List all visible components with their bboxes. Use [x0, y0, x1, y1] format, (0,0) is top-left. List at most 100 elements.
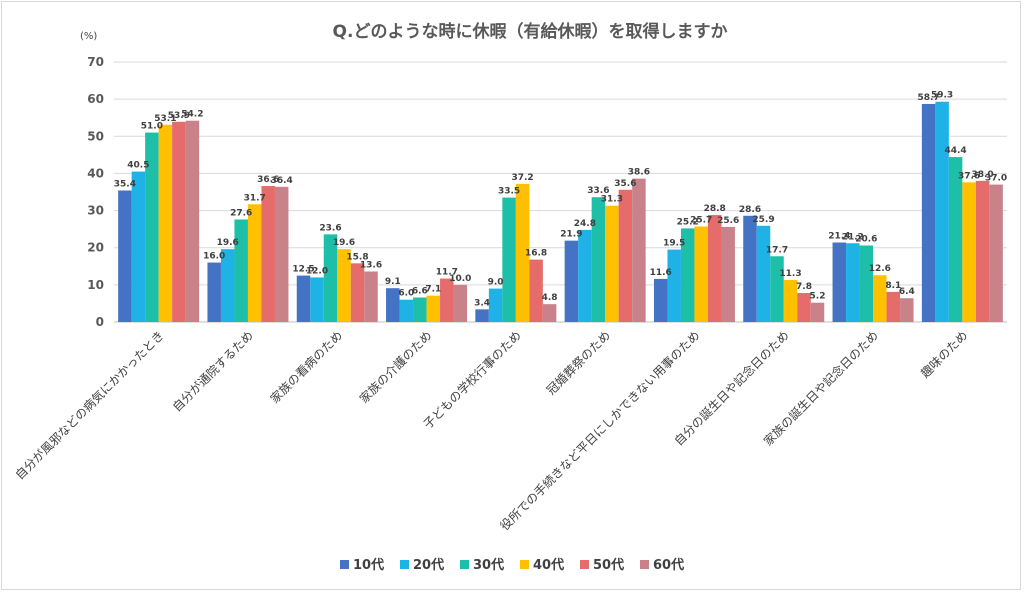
bar — [158, 124, 173, 323]
bar — [948, 157, 963, 322]
legend: 10代 20代 30代 40代 50代 60代 — [340, 557, 684, 573]
data-label: 7.8 — [796, 282, 812, 292]
data-labels: 35.4 16.0 12.5 9.1 3.4 21.9 11.6 28.6 21.4 58.7 40… — [114, 91, 1007, 309]
bar — [756, 225, 771, 322]
bar — [475, 309, 489, 322]
legend-label: 30代 — [473, 557, 504, 573]
bar — [350, 263, 365, 322]
y-tick-label: 10 — [87, 278, 104, 292]
data-label: 38.6 — [628, 168, 650, 178]
legend-label: 10代 — [353, 557, 384, 573]
data-label: 53.1 — [154, 114, 176, 124]
bar — [413, 297, 427, 322]
y-axis-ticks: 0 10 20 30 40 50 60 70 — [87, 55, 104, 329]
data-label: 35.6 — [614, 179, 636, 189]
bar — [832, 242, 847, 322]
bar — [846, 243, 860, 322]
bar — [310, 277, 324, 322]
bar — [234, 219, 248, 322]
data-label: 12.6 — [869, 264, 891, 274]
bar — [564, 240, 579, 322]
x-axis-ticks: 自分が風邪などの病気にかかったとき 自分が通院するため 家族の看病のため 家族の介護の… — [12, 328, 971, 534]
data-label: 21.2 — [842, 232, 864, 242]
data-label: 35.4 — [114, 180, 136, 190]
data-label: 19.5 — [663, 239, 685, 249]
data-label: 20.6 — [855, 234, 877, 244]
bar — [743, 215, 757, 322]
bar — [131, 171, 146, 322]
bar — [859, 245, 874, 322]
bar — [515, 183, 530, 322]
data-label: 25.9 — [752, 215, 774, 225]
data-label: 6.4 — [899, 287, 915, 297]
data-label: 44.4 — [944, 146, 966, 156]
bar — [529, 259, 543, 322]
bar — [721, 226, 735, 322]
legend-swatch — [460, 560, 469, 569]
data-label: 8.1 — [885, 281, 901, 291]
data-label: 11.3 — [779, 269, 801, 279]
bar — [667, 249, 681, 322]
bar — [975, 180, 990, 322]
data-label: 11.6 — [650, 268, 672, 278]
x-tick-label: 冠婚葬祭のため — [544, 328, 613, 397]
x-tick-label: 自分が風邪などの病気にかかったとき — [12, 328, 167, 483]
data-label: 12.5 — [292, 265, 314, 275]
data-label: 19.6 — [217, 238, 239, 248]
bar — [220, 249, 235, 322]
legend-swatch — [400, 560, 409, 569]
y-tick-label: 0 — [96, 315, 104, 329]
data-label: 24.8 — [574, 219, 596, 229]
y-tick-label: 50 — [87, 129, 104, 143]
bar — [172, 121, 186, 322]
data-label: 16.8 — [525, 249, 547, 259]
data-label: 27.6 — [230, 208, 252, 218]
data-label: 7.1 — [425, 285, 441, 295]
legend-swatch — [640, 560, 649, 569]
legend-swatch — [520, 560, 529, 569]
bar — [989, 184, 1003, 322]
bar — [247, 204, 262, 322]
bar — [502, 197, 516, 322]
data-label: 38.0 — [971, 170, 993, 180]
y-unit-label: (%) — [80, 31, 97, 42]
data-label: 4.8 — [542, 293, 558, 303]
bar — [935, 101, 949, 322]
legend-label: 40代 — [533, 557, 564, 573]
x-tick-label: 趣味のため — [917, 328, 970, 381]
y-tick-label: 60 — [87, 92, 104, 106]
bar — [680, 228, 695, 322]
bar — [542, 304, 557, 322]
data-label: 9.1 — [385, 277, 401, 287]
y-tick-label: 40 — [87, 166, 104, 180]
data-label: 37.6 — [958, 171, 980, 181]
data-label: 6.6 — [412, 286, 428, 296]
data-label: 12.0 — [306, 266, 328, 276]
legend-label: 50代 — [593, 557, 624, 573]
x-tick-label: 役所での手続きなど平日にしかできない用事のため — [497, 328, 703, 534]
data-label: 28.8 — [704, 204, 726, 214]
bar — [185, 120, 200, 322]
data-label: 6.0 — [398, 289, 414, 299]
bar — [386, 288, 400, 322]
bar — [118, 190, 132, 322]
bar — [274, 186, 289, 322]
legend-swatch — [340, 560, 349, 569]
data-label: 37.2 — [511, 173, 533, 183]
bar — [618, 189, 633, 322]
data-label: 13.6 — [360, 260, 382, 270]
data-label: 23.6 — [319, 223, 341, 233]
data-label: 36.6 — [257, 175, 279, 185]
bar — [770, 256, 784, 322]
data-label: 5.2 — [810, 292, 826, 302]
bar — [797, 293, 811, 322]
data-label: 10.0 — [449, 274, 471, 284]
bar — [886, 291, 901, 322]
bar — [578, 229, 592, 322]
legend-label: 20代 — [413, 557, 444, 573]
x-tick-label: 家族の介護のため — [356, 328, 434, 406]
data-label: 59.3 — [931, 91, 953, 101]
bar — [707, 215, 722, 322]
bar — [364, 271, 378, 322]
